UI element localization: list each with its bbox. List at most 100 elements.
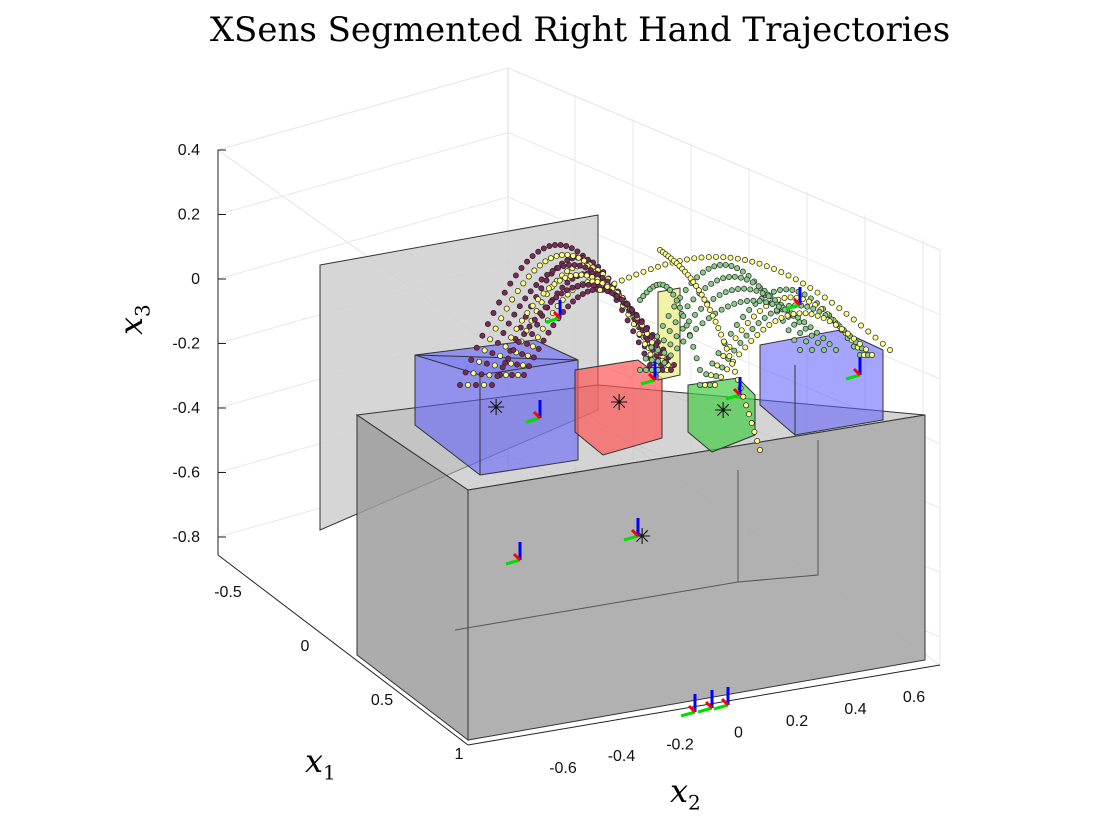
trajectory-point [863, 346, 869, 353]
triad-x [792, 297, 802, 307]
trajectory-point [570, 298, 576, 305]
trajectory-point [693, 325, 700, 332]
trajectory-point [728, 263, 735, 269]
trajectory-point [558, 290, 565, 297]
x3-tick-label: -0.4 [172, 400, 200, 417]
trajectory-point [559, 284, 566, 291]
trajectory-point [457, 382, 463, 388]
trajectory-point [525, 363, 532, 370]
trajectory-point [655, 263, 661, 270]
trajectory-point [642, 355, 649, 362]
x3-tick-label: 0.2 [178, 207, 200, 224]
trajectory-point [755, 283, 762, 290]
trajectory-point [529, 343, 536, 350]
center-markers: ✳ ✳ ✳ ✳ [487, 391, 732, 550]
trajectory-point [501, 289, 508, 296]
trajectory-point [496, 299, 503, 306]
tick-labels: 0.4 0.2 0 -0.2 -0.4 -0.6 -0.8 -0.5 0 0.5 1 -0.6 -0.4… [172, 142, 925, 777]
trajectory-point [514, 288, 521, 294]
trajectory-point [720, 338, 727, 345]
trajectory-point [654, 333, 661, 340]
trajectory-point [505, 320, 512, 327]
trajectory-point [468, 356, 475, 363]
trajectory-point [726, 353, 733, 360]
trajectory-point [636, 330, 643, 337]
trajectory-point [833, 347, 839, 353]
x3-tick-label: -0.8 [172, 529, 200, 546]
trajectory-point [508, 360, 515, 367]
trajectory-point [832, 321, 839, 328]
trajectory-point [714, 277, 721, 284]
trajectory-point [790, 311, 797, 317]
trajectory-point [809, 347, 815, 353]
trajectory-point [718, 331, 725, 338]
grid-line [507, 132, 941, 315]
trajectory-point [544, 271, 551, 278]
triad-x [720, 697, 730, 707]
trajectory-point [672, 319, 679, 326]
trajectory-point [684, 303, 691, 310]
trajectory-point [509, 372, 515, 378]
trajectory-point [691, 255, 698, 262]
trajectory-point [637, 367, 643, 373]
trajectory-point [887, 347, 893, 353]
trajectory-point [744, 320, 751, 326]
trajectory-point [661, 359, 668, 366]
trajectory-point [803, 338, 810, 345]
trajectory-point [797, 347, 803, 353]
trajectory-point [740, 314, 747, 320]
trajectory-point [534, 321, 541, 328]
trajectory-point [551, 281, 558, 288]
trajectory-point [647, 362, 653, 368]
trajectory-point [473, 344, 480, 351]
trajectory-point [712, 382, 718, 388]
trajectory-point [778, 314, 785, 321]
trajectory-point [527, 288, 534, 295]
trajectory-point [729, 360, 736, 367]
trajectory-point [754, 332, 761, 338]
trajectory-point [745, 411, 752, 418]
trajectory-point [740, 393, 747, 400]
trajectory-point [582, 264, 589, 271]
trajectory-point [569, 284, 576, 291]
trajectory-point [647, 351, 654, 358]
trajectory-point [536, 262, 543, 269]
trajectory-point [757, 307, 763, 314]
trajectory-point [748, 420, 755, 426]
trajectory-point [534, 334, 541, 341]
trajectory-point [748, 337, 755, 344]
svg-text:✳: ✳ [610, 391, 628, 416]
trajectory-point [589, 287, 596, 294]
trajectory-point [728, 287, 735, 294]
x1-tick-label: -0.5 [214, 584, 242, 601]
trajectory-point [619, 296, 625, 303]
trajectory-point [526, 323, 533, 330]
trajectory-point [836, 305, 843, 312]
triad-y [845, 373, 861, 381]
trajectory-point [590, 282, 597, 289]
trajectory-point [505, 355, 512, 362]
trajectory-point [470, 370, 477, 377]
trajectory-point [623, 301, 630, 308]
trajectory-point [718, 306, 725, 313]
trajectory-point [574, 248, 581, 255]
trajectory-point [732, 368, 738, 375]
trajectory-point [820, 335, 827, 342]
trajectory-point [518, 265, 525, 271]
trajectory-point [667, 287, 673, 293]
trajectory-point [671, 303, 678, 310]
trajectory-point [772, 318, 779, 325]
trajectory-point [638, 319, 645, 326]
trajectory-point [530, 354, 537, 361]
trajectory-point [756, 298, 763, 305]
trajectory-point [578, 271, 585, 278]
trajectory-point [699, 320, 706, 327]
trajectory-point [465, 382, 471, 388]
x1-tick-label: 0 [301, 638, 310, 655]
trajectory-point [575, 254, 582, 261]
trajectory-point [604, 283, 611, 290]
trajectory-point [559, 252, 565, 258]
trajectory-point [500, 330, 507, 336]
trajectory-point [666, 328, 673, 335]
trajectory-point [490, 310, 497, 316]
